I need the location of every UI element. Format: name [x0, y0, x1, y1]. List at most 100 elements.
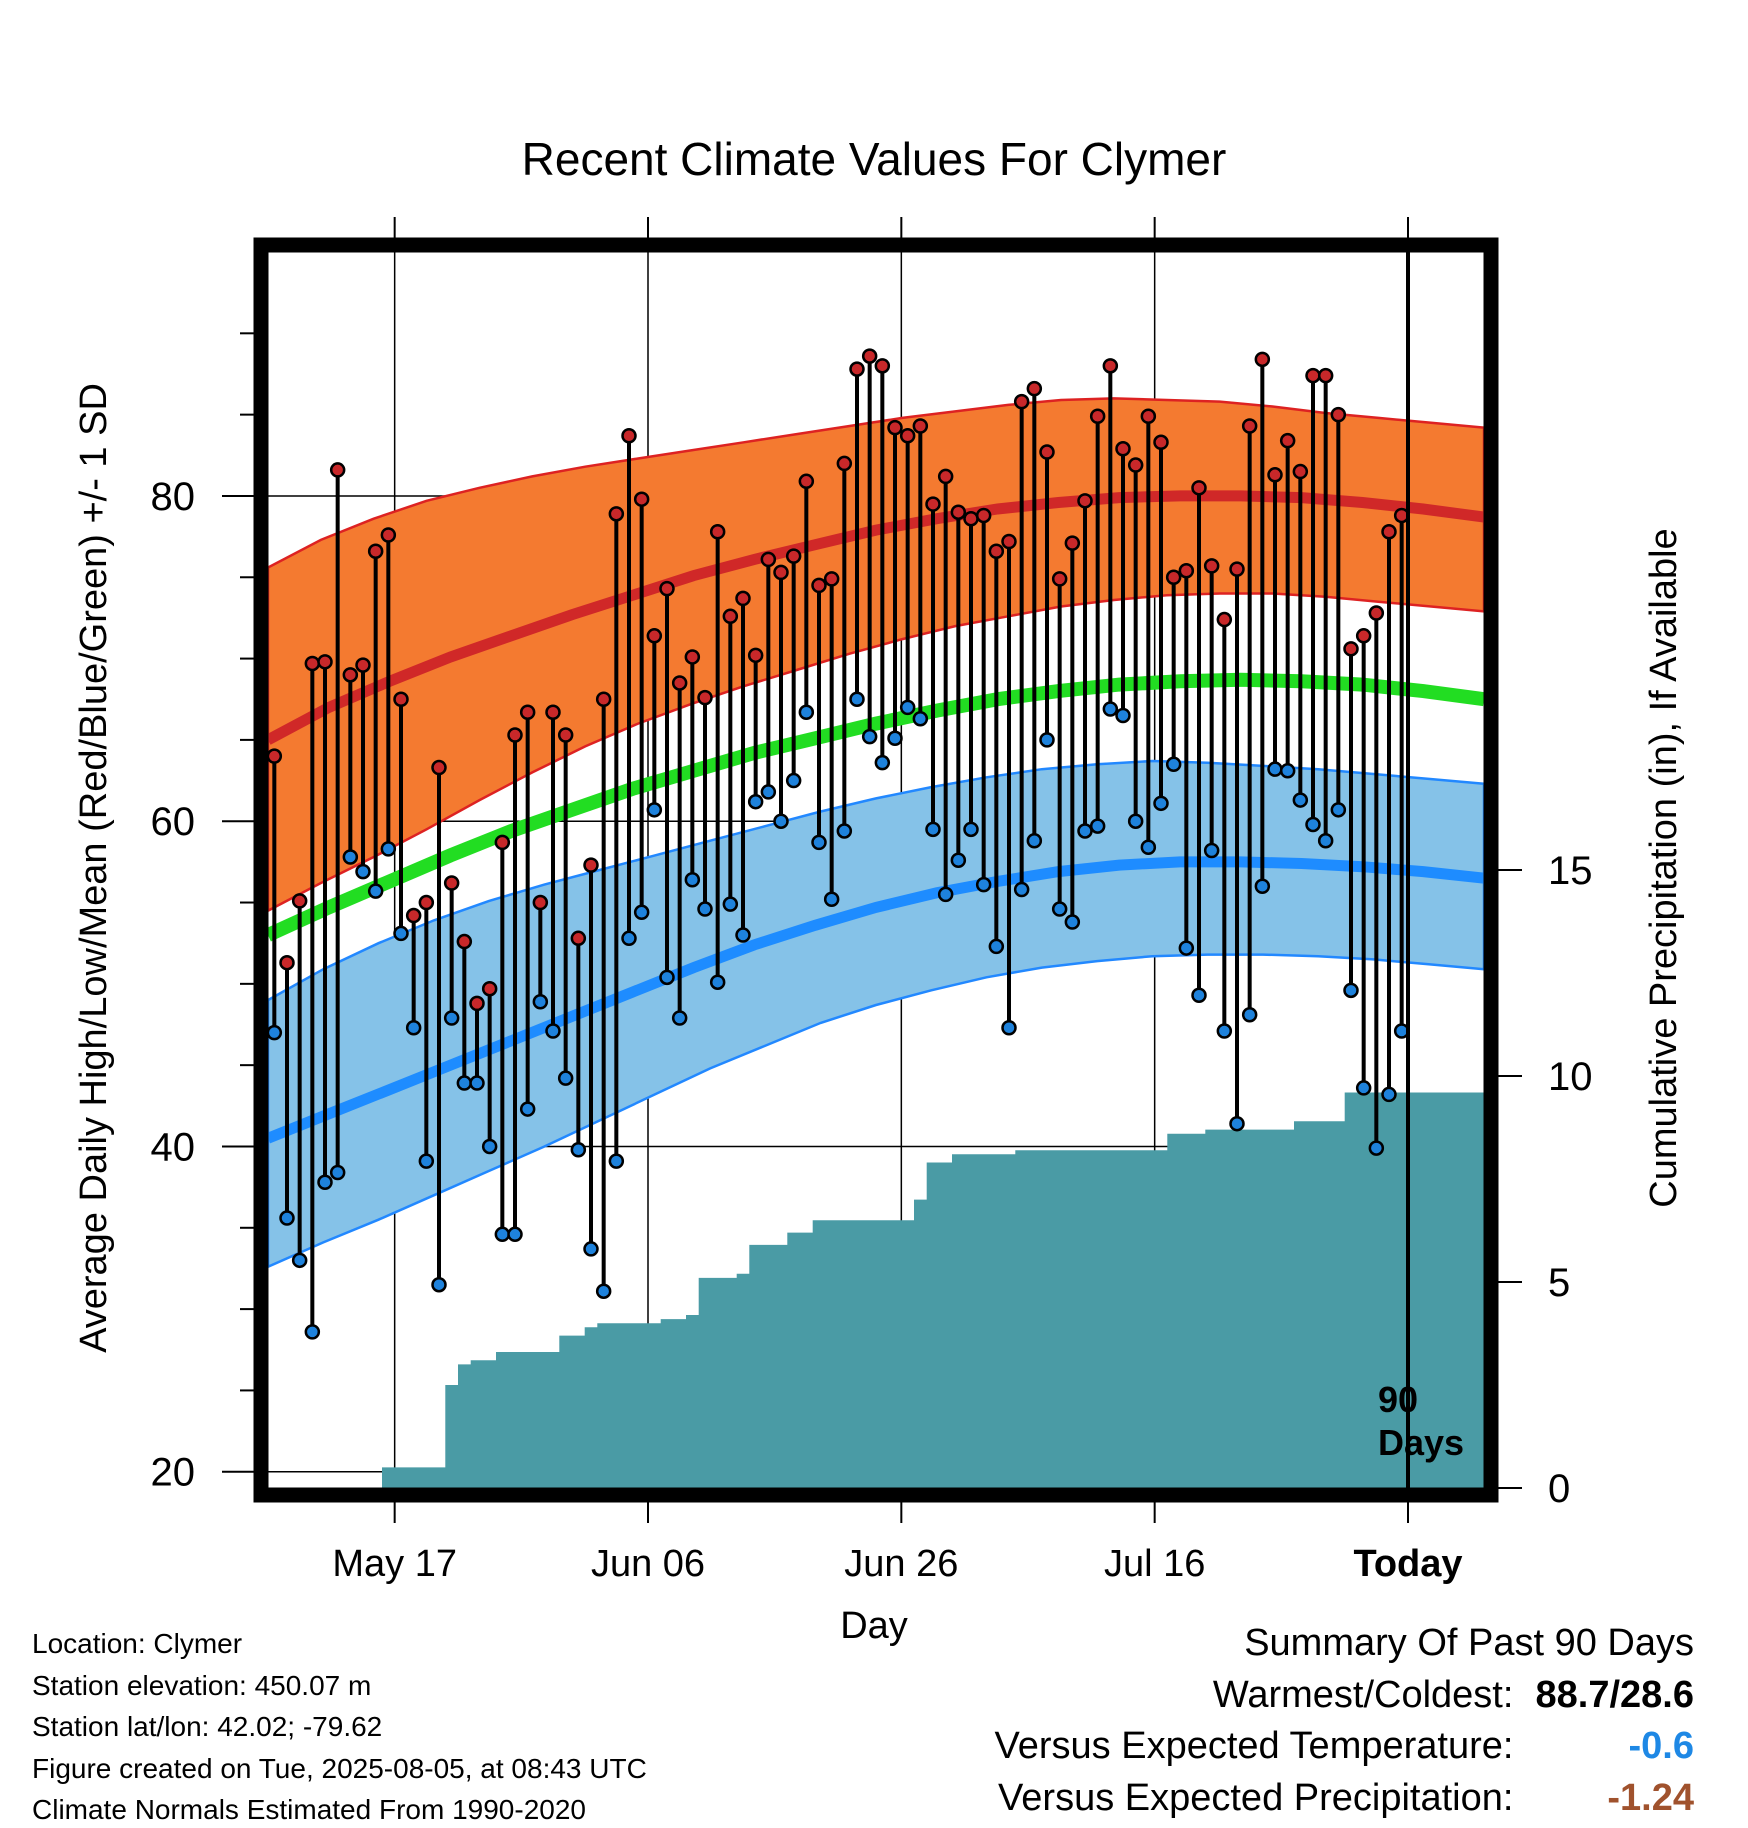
daily-high-point	[659, 580, 675, 597]
daily-high-point	[785, 548, 802, 564]
daily-low-point	[709, 974, 726, 990]
daily-high-point	[709, 523, 726, 540]
daily-high-point	[1229, 561, 1245, 577]
daily-high-point	[1216, 611, 1233, 628]
daily-low-point	[1039, 732, 1055, 748]
daily-high-point	[697, 689, 713, 706]
summary-warmest-coldest-label: Warmest/Coldest:	[1212, 1674, 1514, 1716]
daily-low-point	[1381, 1086, 1397, 1103]
daily-high-point	[684, 649, 701, 665]
daily-low-point	[1001, 1020, 1017, 1036]
daily-high-point	[912, 418, 929, 434]
daily-high-point	[1153, 434, 1169, 451]
axis-layer: May 17 Jun 06 Jun 26 Jul 16 Today 20 40 60 80 0 5 1…	[151, 217, 1593, 1585]
normal-high-band	[268, 397, 1484, 913]
daily-low-point	[633, 904, 650, 921]
daily-high-point	[937, 468, 954, 485]
x-tick-label: Jul 16	[1104, 1543, 1205, 1585]
daily-high-point	[1317, 367, 1334, 384]
daily-low-point	[1127, 813, 1144, 829]
daily-low-point	[621, 930, 637, 947]
daily-high-point	[494, 834, 511, 851]
daily-low-point	[1330, 802, 1347, 818]
daily-low-point	[874, 754, 891, 771]
daily-high-point	[760, 551, 777, 568]
daily-high-point	[304, 655, 321, 672]
summary-warmest-coldest-value: 88.7/28.6	[1535, 1674, 1694, 1716]
daily-high-point	[735, 590, 751, 607]
daily-low-point	[1178, 940, 1195, 956]
y2-tick-label: 10	[1548, 1055, 1593, 1099]
daily-range-layer	[268, 348, 1410, 1340]
precip-area	[268, 1092, 1484, 1488]
daily-high-point	[988, 543, 1005, 559]
daily-high-point	[773, 564, 789, 581]
daily-low-point	[1229, 1115, 1245, 1132]
daily-high-point	[646, 628, 663, 644]
info-location: Location: Clymer	[32, 1628, 243, 1659]
daily-high-point	[268, 748, 283, 764]
daily-high-point	[836, 455, 853, 472]
summary-precipitation: Versus Expected Precipitation: -1.24	[998, 1779, 1694, 1817]
y2-tick-label: 5	[1548, 1261, 1570, 1305]
daily-low-point	[1368, 1140, 1385, 1156]
daily-low-point	[773, 813, 789, 829]
daily-low-point	[507, 1226, 523, 1243]
daily-high-point	[671, 675, 688, 691]
x-tick-label: Jun 06	[591, 1543, 705, 1585]
summary-warmest-coldest: Warmest/Coldest: 88.7/28.6	[1213, 1676, 1694, 1714]
precip-layer	[268, 1092, 1484, 1488]
daily-high-point	[431, 759, 447, 776]
daily-high-point	[621, 428, 637, 444]
x-tick-label: Jun 26	[844, 1543, 958, 1585]
info-created: Figure created on Tue, 2025-08-05, at 08…	[32, 1753, 647, 1784]
daily-low-point	[304, 1324, 321, 1340]
daily-low-point	[722, 896, 739, 912]
y-tick-label: 20	[151, 1451, 196, 1495]
daily-high-point	[418, 894, 435, 911]
daily-high-point	[1267, 467, 1283, 483]
daily-high-point	[1165, 569, 1182, 586]
daily-high-point	[887, 419, 903, 436]
daily-low-point	[595, 1283, 612, 1299]
y2-tick-label: 0	[1548, 1467, 1570, 1511]
daily-high-point	[532, 894, 549, 911]
daily-high-point	[874, 358, 891, 374]
normal-high-line	[268, 490, 1484, 745]
y-axis-label: Average Daily High/Low/Mean (Red/Blue/Gr…	[73, 383, 115, 1353]
daily-low-point	[785, 772, 802, 789]
daily-low-point	[1064, 914, 1081, 930]
daily-high-point	[1102, 358, 1119, 374]
daily-low-point	[887, 730, 903, 747]
daily-low-point	[937, 886, 954, 903]
summary-precip-label: Versus Expected Precipitation:	[998, 1777, 1514, 1819]
daily-low-point	[1191, 987, 1207, 1003]
daily-low-point	[481, 1138, 498, 1155]
daily-high-point	[849, 361, 865, 377]
daily-high-point	[1013, 393, 1030, 410]
daily-low-point	[1305, 816, 1321, 833]
daily-low-point	[646, 802, 663, 818]
daily-high-point	[1191, 480, 1207, 496]
daily-high-point	[950, 504, 967, 520]
daily-low-point	[393, 925, 409, 942]
daily-low-point	[823, 891, 840, 908]
daily-low-point	[1115, 707, 1131, 724]
daily-high-point	[899, 428, 916, 444]
daily-low-point	[1241, 1006, 1258, 1023]
daily-high-point	[925, 496, 941, 512]
summary-temperature: Versus Expected Temperature: -0.6	[995, 1727, 1694, 1765]
daily-low-point	[836, 823, 853, 839]
daily-low-point	[367, 883, 384, 899]
daily-low-point	[861, 728, 878, 745]
daily-high-point	[1115, 441, 1131, 457]
daily-high-point	[1381, 523, 1397, 540]
daily-low-point	[1102, 701, 1119, 717]
today-marker-label: 90 Days	[1378, 1379, 1464, 1463]
daily-low-point	[1013, 881, 1030, 898]
daily-low-point	[1051, 901, 1068, 917]
y2-axis-label: Cumulative Precipitation (in), If Availa…	[1643, 528, 1685, 1207]
daily-high-point	[975, 507, 992, 524]
daily-high-point	[367, 543, 384, 559]
